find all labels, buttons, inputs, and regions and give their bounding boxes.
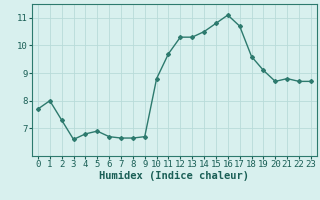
X-axis label: Humidex (Indice chaleur): Humidex (Indice chaleur): [100, 171, 249, 181]
